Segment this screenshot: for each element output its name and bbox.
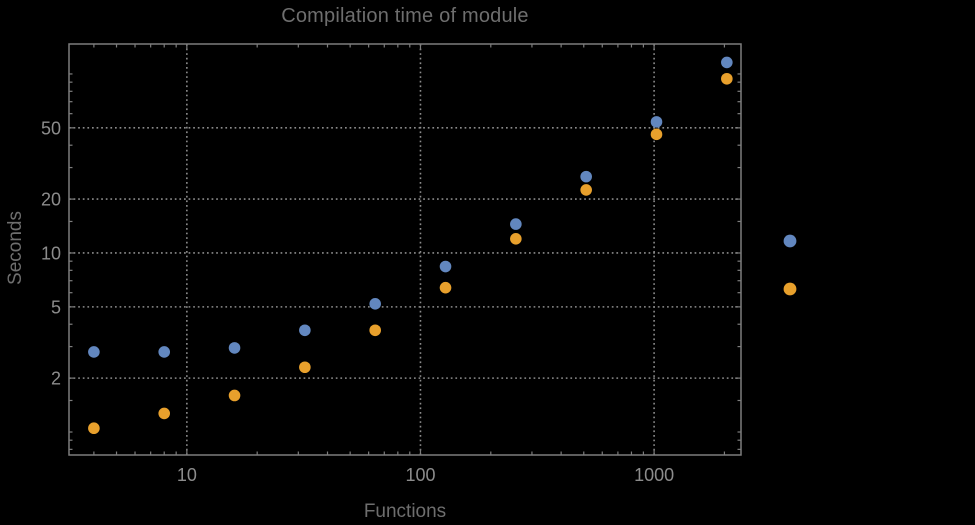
- y-tick-label: 5: [51, 297, 61, 317]
- x-tick-label: 100: [405, 465, 435, 485]
- data-point-blue: [650, 116, 663, 128]
- x-axis-title: Functions: [363, 501, 447, 522]
- data-point-orange: [721, 72, 733, 85]
- data-point-orange: [228, 389, 241, 402]
- plot-frame: [68, 43, 742, 456]
- legend-marker-blue: [783, 234, 797, 248]
- data-point-blue: [369, 298, 381, 310]
- y-tick-label: 50: [41, 118, 61, 138]
- data-point-blue: [721, 56, 733, 69]
- data-point-orange: [510, 233, 522, 245]
- y-axis-title: Seconds: [5, 211, 26, 285]
- y-tick-label: 20: [41, 190, 61, 210]
- data-point-blue: [439, 260, 452, 273]
- data-point-orange: [439, 281, 452, 294]
- legend-marker-orange: [783, 282, 797, 296]
- data-point-orange: [369, 324, 381, 337]
- data-point-blue: [580, 170, 592, 183]
- data-point-orange: [650, 128, 663, 141]
- data-point-blue: [299, 324, 311, 337]
- data-point-orange: [580, 184, 592, 196]
- data-point-blue: [510, 218, 522, 230]
- y-tick-label: 2: [51, 369, 61, 389]
- data-point-orange: [88, 422, 100, 435]
- data-point-blue: [88, 346, 100, 358]
- data-point-orange: [299, 361, 311, 374]
- chart-title: Compilation time of module: [281, 5, 529, 27]
- x-tick-label: 1000: [634, 465, 674, 485]
- data-point-orange: [158, 407, 171, 420]
- data-point-blue: [158, 346, 171, 358]
- x-tick-label: 10: [177, 465, 197, 485]
- y-tick-label: 10: [41, 243, 61, 263]
- data-point-blue: [228, 342, 241, 354]
